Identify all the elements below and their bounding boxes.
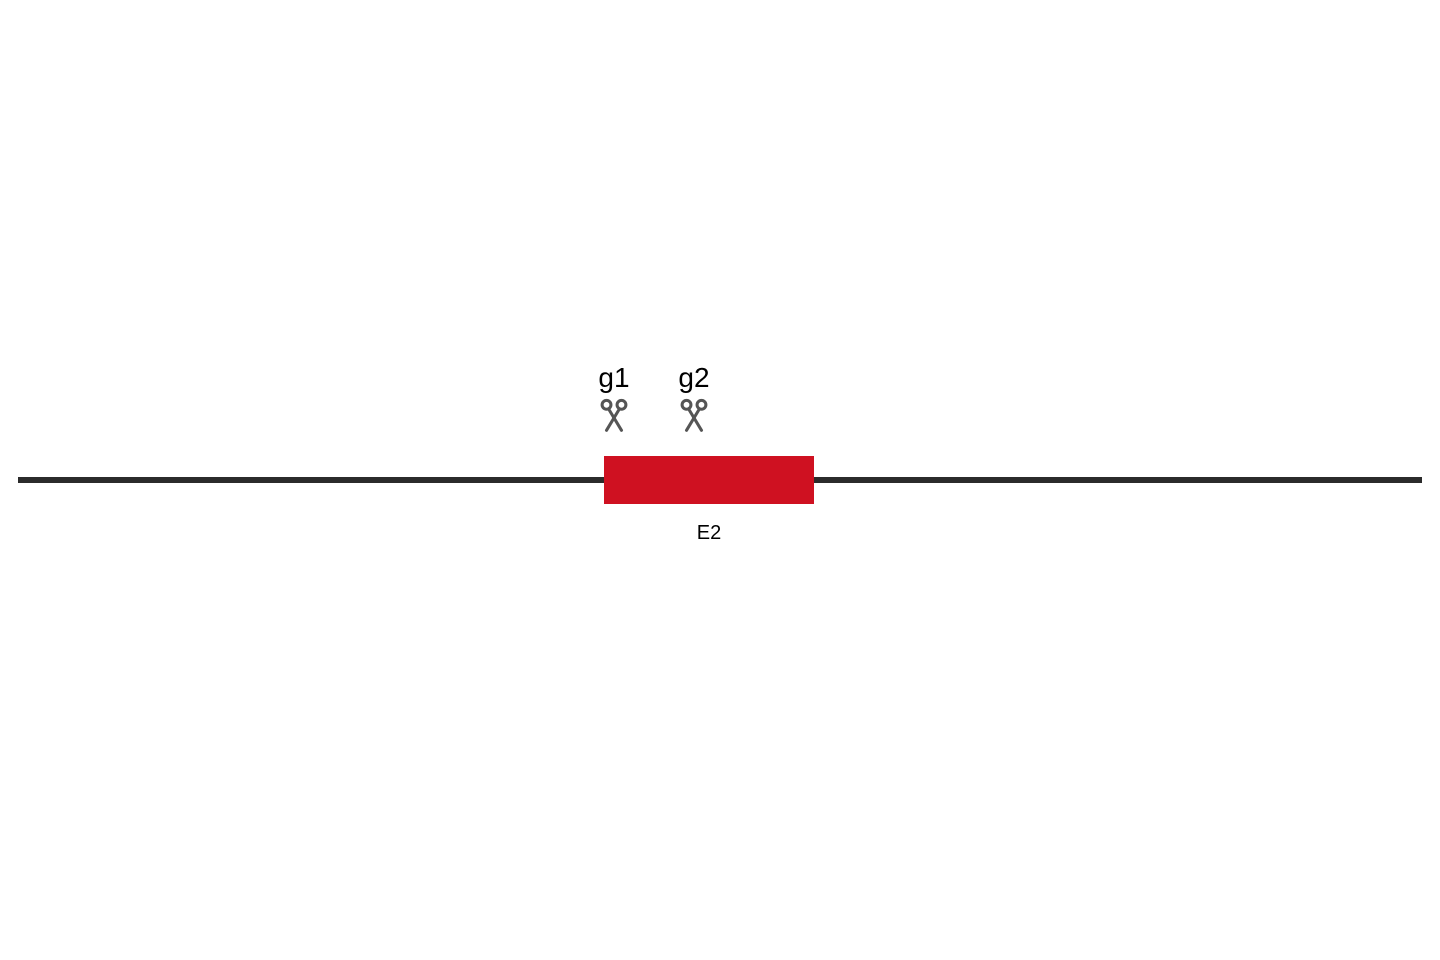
guide-label-g1: g1 <box>584 362 644 394</box>
guide-label-g2: g2 <box>664 362 724 394</box>
gene-diagram: E2 g1 g2 <box>0 0 1440 960</box>
exon-label: E2 <box>604 522 814 545</box>
scissors-icon <box>597 398 631 432</box>
exon-box <box>604 456 814 504</box>
scissors-icon <box>677 398 711 432</box>
